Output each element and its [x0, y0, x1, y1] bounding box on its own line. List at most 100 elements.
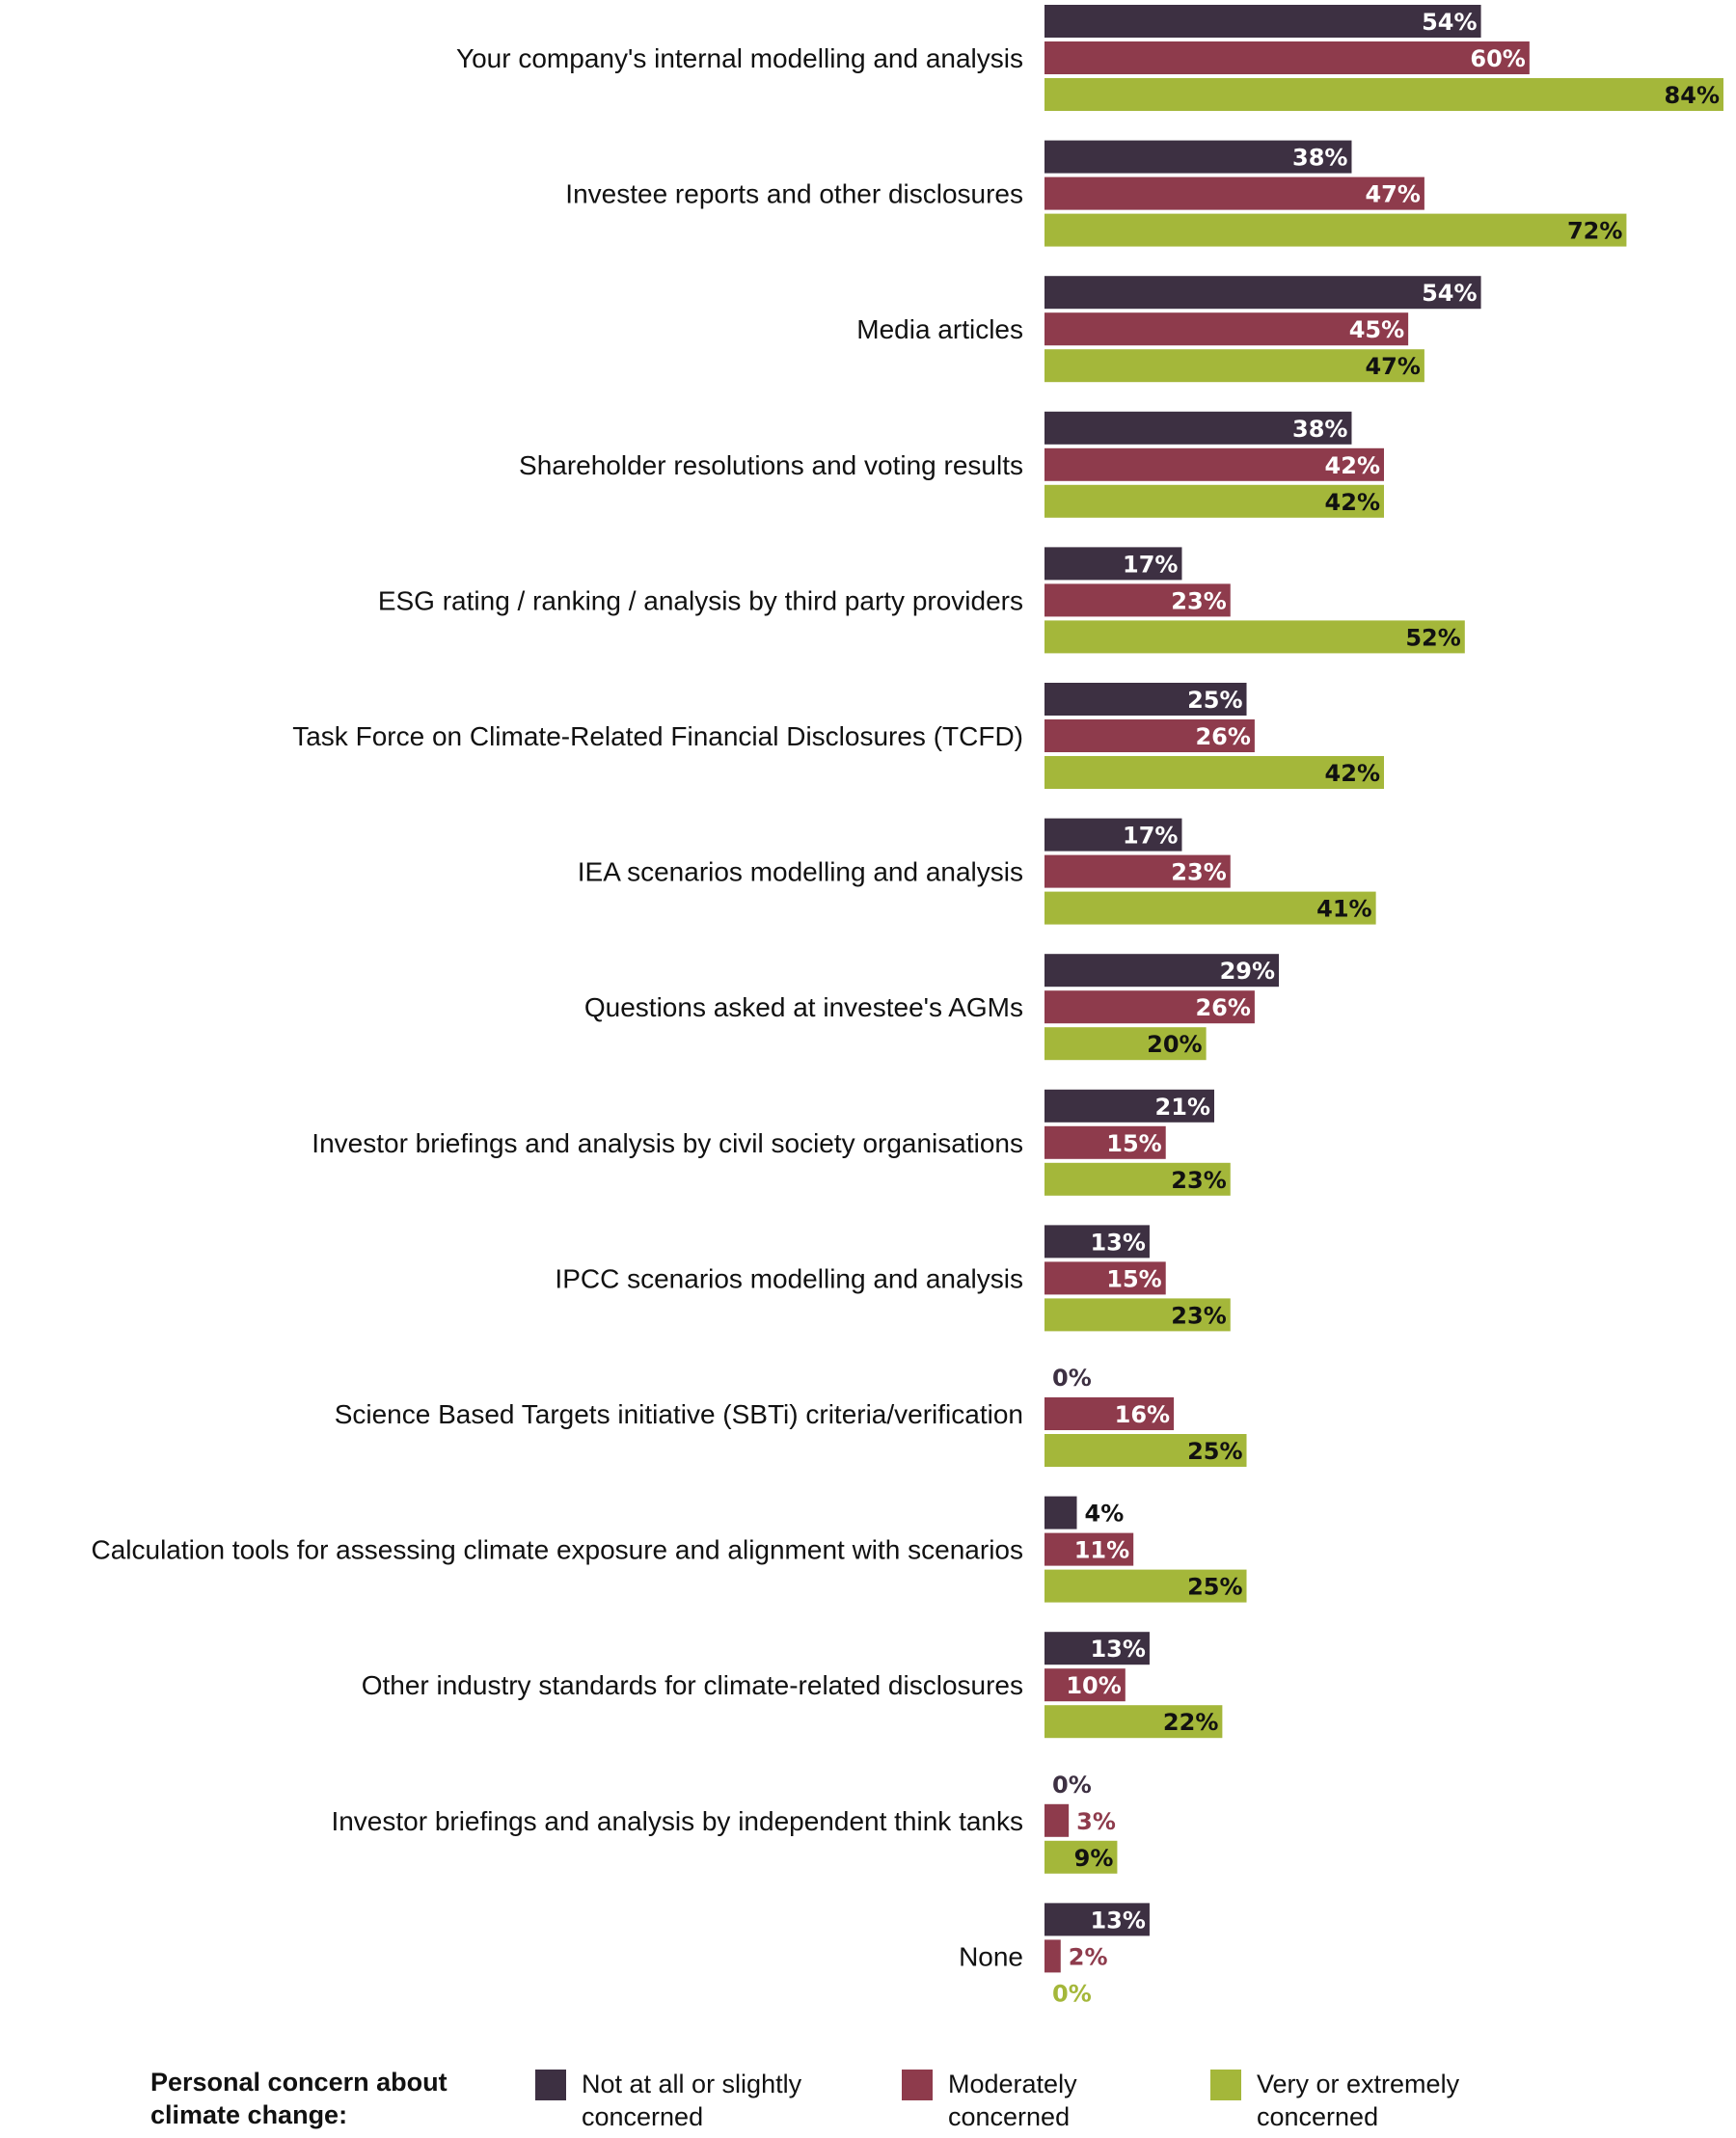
value-label-not-concerned: 21%	[1155, 1094, 1210, 1121]
value-label-very: 25%	[1187, 1438, 1242, 1465]
legend-label-moderately: Moderately concerned	[948, 2070, 1077, 2131]
bar-moderately	[1044, 719, 1255, 752]
category-label: Questions asked at investee's AGMs	[584, 992, 1023, 1022]
value-label-not-concerned: 38%	[1292, 416, 1347, 443]
bar-not-concerned	[1044, 683, 1247, 716]
value-label-not-concerned: 38%	[1292, 145, 1347, 172]
bar-not-concerned	[1044, 276, 1481, 310]
bar-very	[1044, 78, 1723, 111]
bar-moderately	[1044, 41, 1530, 74]
value-label-not-concerned: 0%	[1052, 1772, 1092, 1799]
legend-swatch-very	[1210, 2070, 1241, 2100]
legend-label-very: Very or extremely concerned	[1257, 2070, 1460, 2131]
value-label-moderately: 10%	[1066, 1672, 1121, 1699]
value-label-moderately: 26%	[1195, 994, 1250, 1021]
bar-chart: Your company's internal modelling and an…	[92, 5, 1723, 2007]
bar-moderately	[1044, 1125, 1166, 1159]
category-label: Task Force on Climate-Related Financial …	[292, 721, 1023, 751]
category-label: Investor briefings and analysis by indep…	[331, 1806, 1023, 1836]
value-label-not-concerned: 17%	[1123, 551, 1178, 578]
bar-moderately	[1044, 583, 1231, 617]
value-label-moderately: 15%	[1106, 1130, 1161, 1157]
value-label-very: 84%	[1665, 82, 1720, 109]
bar-moderately	[1044, 1668, 1126, 1702]
bar-moderately	[1044, 447, 1384, 481]
bar-moderately	[1044, 312, 1409, 346]
category-label: Media articles	[856, 314, 1023, 344]
bar-moderately	[1044, 176, 1424, 210]
bar-not-concerned	[1044, 1496, 1077, 1529]
bar-very	[1044, 1298, 1231, 1332]
value-label-very: 22%	[1163, 1709, 1218, 1736]
value-label-moderately: 3%	[1076, 1808, 1116, 1835]
value-label-moderately: 2%	[1069, 1943, 1108, 1970]
value-label-moderately: 45%	[1349, 316, 1404, 343]
legend-label-not-concerned: Not at all or slightly concerned	[582, 2070, 802, 2131]
value-label-not-concerned: 13%	[1090, 1229, 1145, 1256]
value-label-very: 72%	[1567, 218, 1622, 245]
value-label-not-concerned: 25%	[1187, 687, 1242, 714]
category-label: IEA scenarios modelling and analysis	[578, 857, 1023, 887]
value-label-very: 9%	[1074, 1845, 1114, 1872]
legend: Personal concern about climate change: N…	[0, 2064, 1736, 2138]
category-label: Investor briefings and analysis by civil…	[312, 1128, 1023, 1158]
value-label-moderately: 42%	[1325, 452, 1380, 479]
value-label-very: 25%	[1187, 1574, 1242, 1601]
bar-very	[1044, 349, 1424, 383]
value-label-not-concerned: 54%	[1422, 280, 1477, 307]
bar-moderately	[1044, 1397, 1175, 1430]
value-label-very: 23%	[1171, 1167, 1226, 1194]
value-label-very: 47%	[1365, 353, 1420, 380]
value-label-moderately: 26%	[1195, 723, 1250, 750]
bar-very	[1044, 620, 1465, 654]
category-label: Science Based Targets initiative (SBTi) …	[335, 1399, 1023, 1429]
value-label-not-concerned: 4%	[1085, 1501, 1125, 1528]
value-label-very: 42%	[1325, 760, 1380, 787]
category-label: Your company's internal modelling and an…	[456, 43, 1023, 73]
bar-not-concerned	[1044, 140, 1352, 174]
bar-very	[1044, 1162, 1231, 1196]
value-label-moderately: 11%	[1074, 1537, 1129, 1564]
bar-not-concerned	[1044, 5, 1481, 38]
category-label: None	[959, 1941, 1023, 1971]
value-label-not-concerned: 13%	[1090, 1907, 1145, 1934]
bar-not-concerned	[1044, 1089, 1214, 1123]
bar-not-concerned	[1044, 954, 1280, 988]
value-label-not-concerned: 0%	[1052, 1365, 1092, 1392]
bar-very	[1044, 1434, 1247, 1467]
value-label-moderately: 60%	[1470, 45, 1525, 72]
bar-very	[1044, 756, 1384, 789]
value-label-very: 41%	[1316, 896, 1371, 923]
value-label-very: 52%	[1405, 624, 1460, 651]
bar-not-concerned	[1044, 1632, 1150, 1665]
bar-moderately	[1044, 1532, 1134, 1566]
legend-title: Personal concern about climate change:	[150, 2068, 448, 2129]
category-label: Other industry standards for climate-rel…	[362, 1670, 1023, 1700]
value-label-moderately: 23%	[1171, 859, 1226, 886]
bar-not-concerned	[1044, 547, 1182, 581]
legend-swatch-not-concerned	[535, 2070, 566, 2100]
bar-not-concerned	[1044, 818, 1182, 852]
category-label: Shareholder resolutions and voting resul…	[519, 450, 1023, 480]
value-label-moderately: 16%	[1115, 1401, 1170, 1428]
bar-not-concerned	[1044, 1225, 1150, 1258]
value-label-not-concerned: 13%	[1090, 1636, 1145, 1663]
value-label-moderately: 23%	[1171, 587, 1226, 614]
bar-moderately	[1044, 990, 1255, 1024]
bar-moderately	[1044, 854, 1231, 888]
category-label: IPCC scenarios modelling and analysis	[555, 1263, 1023, 1293]
bar-very	[1044, 484, 1384, 518]
bar-very	[1044, 1027, 1207, 1061]
legend-swatch-moderately	[902, 2070, 933, 2100]
bar-very	[1044, 1840, 1118, 1874]
bar-very	[1044, 213, 1627, 247]
value-label-not-concerned: 29%	[1220, 958, 1275, 985]
category-label: ESG rating / ranking / analysis by third…	[378, 585, 1023, 615]
value-label-moderately: 15%	[1106, 1265, 1161, 1292]
bar-very	[1044, 1705, 1223, 1739]
value-label-moderately: 47%	[1365, 181, 1420, 208]
bar-not-concerned	[1044, 411, 1352, 445]
value-label-very: 42%	[1325, 489, 1380, 516]
bar-moderately	[1044, 1261, 1166, 1295]
category-label: Calculation tools for assessing climate …	[92, 1535, 1024, 1565]
